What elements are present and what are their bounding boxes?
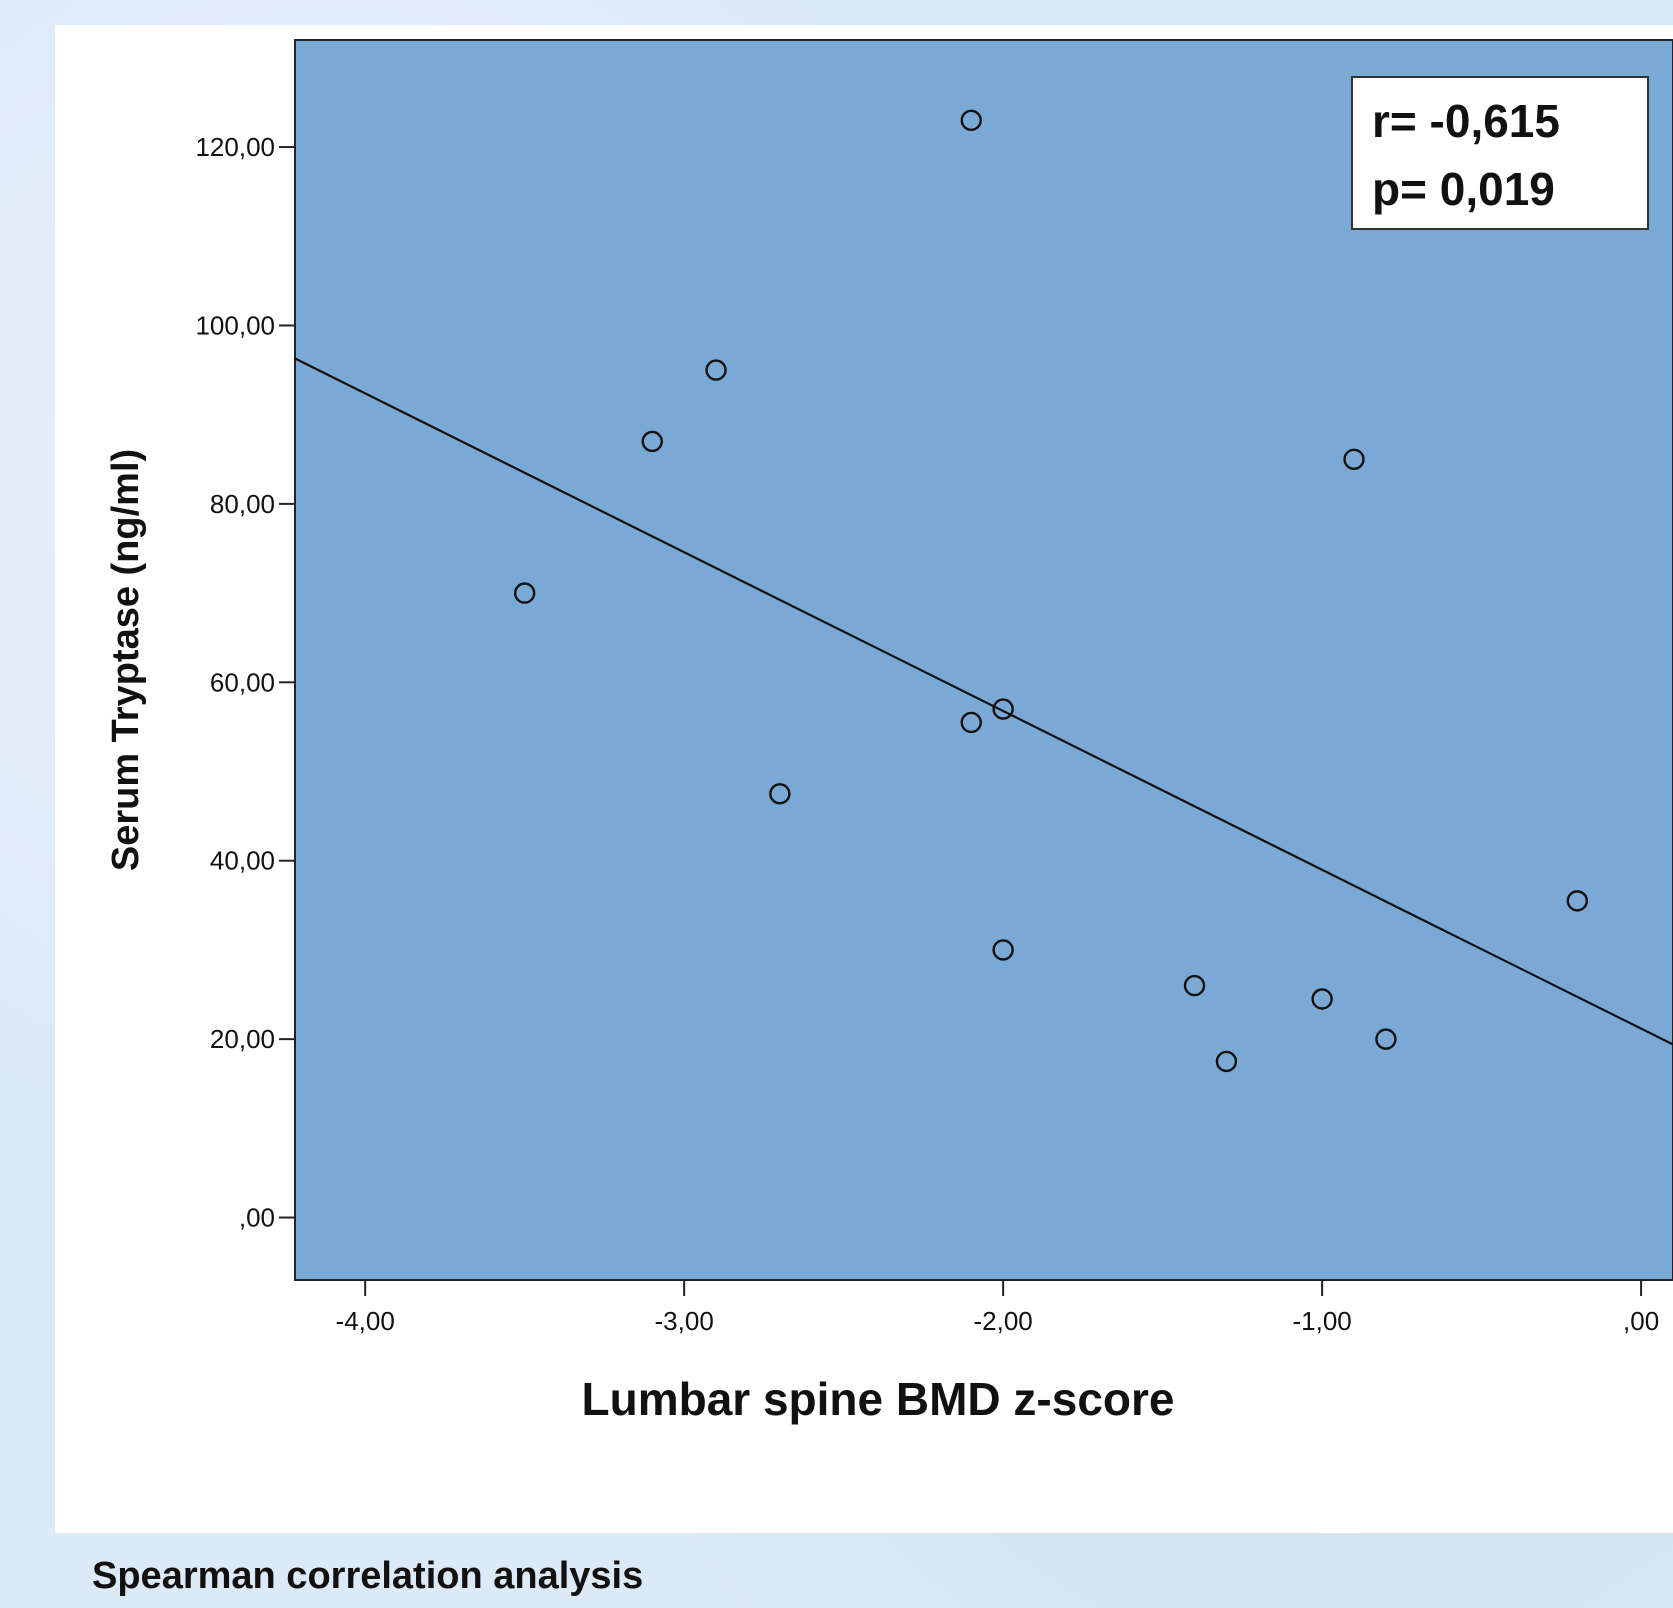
data-point (513, 582, 536, 604)
x-tick-label: -3,00 (655, 1306, 714, 1336)
x-tick-label: -1,00 (1292, 1306, 1351, 1336)
data-point (1215, 1050, 1238, 1073)
y-tick-label: 80,00 (210, 489, 275, 519)
y-tick-label: 20,00 (210, 1024, 275, 1054)
points-layer (513, 109, 1589, 1073)
fit-line-layer (294, 357, 1673, 1046)
x-tick-label: -4,00 (336, 1306, 395, 1336)
data-point (1311, 988, 1333, 1010)
data-point (1343, 448, 1365, 470)
data-point (960, 109, 982, 131)
data-point (992, 698, 1014, 720)
x-axis-title: Lumbar spine BMD z-score (582, 1373, 1175, 1425)
data-point (705, 359, 727, 381)
plot-area (294, 39, 1673, 1281)
y-tick-label: ,00 (239, 1203, 275, 1233)
data-point (1566, 890, 1589, 912)
y-tick-label: 100,00 (195, 310, 275, 340)
stat-p-value: p= 0,019 (1372, 163, 1555, 215)
stat-r-value: r= -0,615 (1372, 95, 1560, 147)
stats-box-frame (1351, 76, 1649, 230)
figure-panel: ,00 20,00 40,00 60,00 80,00 100,00 120,00 -4,00… (55, 25, 1673, 1533)
y-tick-label: 60,00 (210, 667, 275, 697)
x-tick-label: -2,00 (974, 1306, 1033, 1336)
y-tick-label: 120,00 (195, 132, 275, 162)
scatter-chart: ,00 20,00 40,00 60,00 80,00 100,00 120,00 -4,00… (105, 39, 1673, 1425)
axes-layer: ,00 20,00 40,00 60,00 80,00 100,00 120,00 -4,00… (195, 132, 1659, 1336)
data-point (1183, 974, 1206, 997)
data-point (960, 711, 982, 734)
y-tick-label: 40,00 (210, 846, 275, 876)
x-tick-label: ,00 (1623, 1306, 1659, 1336)
y-axis-title: Serum Tryptase (ng/ml) (105, 449, 147, 871)
figure-caption: Spearman correlation analysis (92, 1555, 644, 1597)
data-point (1375, 1028, 1397, 1050)
data-point (769, 783, 791, 805)
regression-line (294, 357, 1673, 1046)
data-point (992, 939, 1014, 961)
stats-annotation-box: r= -0,615 p= 0,019 (1351, 76, 1649, 230)
data-point (641, 430, 663, 453)
